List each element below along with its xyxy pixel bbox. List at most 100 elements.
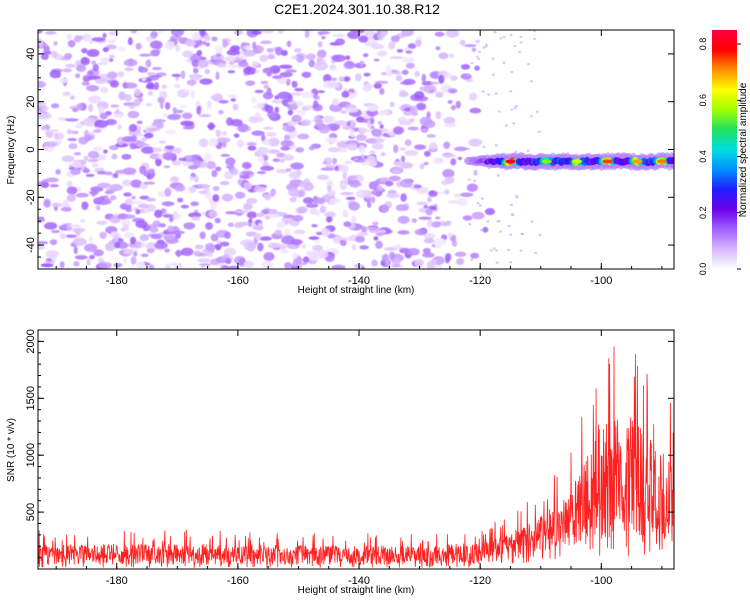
noise-blob	[348, 175, 358, 180]
noise-blob	[164, 40, 176, 50]
noise-blob	[462, 215, 473, 221]
noise-blob	[438, 74, 445, 84]
noise-blob	[135, 220, 148, 229]
noise-blob	[206, 161, 216, 170]
noise-blob	[276, 221, 286, 229]
noise-blob	[112, 113, 125, 118]
noise-blob	[285, 168, 292, 172]
noise-blob	[66, 193, 76, 202]
noise-blob	[274, 106, 279, 114]
noise-blob	[513, 106, 517, 110]
noise-blob	[127, 37, 133, 46]
noise-blob	[375, 138, 385, 144]
noise-blob	[254, 69, 260, 74]
noise-blob	[331, 98, 340, 106]
noise-blob	[72, 237, 87, 247]
noise-blob	[359, 245, 369, 250]
noise-blob	[457, 156, 463, 160]
noise-blob	[60, 233, 66, 240]
noise-blob	[389, 102, 395, 108]
noise-blob	[137, 203, 150, 209]
noise-blob	[413, 184, 422, 189]
noise-blob	[379, 87, 385, 95]
noise-blob	[285, 228, 290, 235]
noise-blob	[103, 149, 108, 154]
noise-blob	[301, 243, 306, 249]
noise-blob	[164, 187, 172, 197]
noise-blob	[535, 110, 539, 113]
noise-blob	[295, 53, 305, 63]
noise-blob	[283, 154, 295, 161]
noise-blob	[40, 182, 50, 189]
noise-blob	[477, 57, 481, 61]
noise-blob	[143, 181, 156, 185]
noise-blob	[473, 179, 477, 183]
noise-blob	[45, 30, 57, 35]
y-tick-label: 2000	[25, 329, 37, 353]
noise-blob	[471, 211, 485, 220]
noise-blob	[233, 222, 245, 229]
noise-blob	[351, 215, 357, 224]
noise-blob	[121, 153, 132, 160]
noise-blob	[41, 263, 54, 268]
noise-blob	[242, 45, 252, 50]
noise-blob	[303, 183, 314, 192]
noise-blob	[59, 261, 65, 269]
noise-blob	[445, 30, 460, 38]
noise-blob	[86, 48, 100, 57]
noise-blob	[190, 201, 199, 207]
snr-ylabel: SNR (10 * v/v)	[6, 418, 17, 482]
noise-blob	[192, 67, 199, 74]
noise-blob	[243, 66, 257, 75]
noise-blob	[216, 137, 231, 144]
noise-blob	[423, 238, 435, 244]
noise-blob	[414, 70, 420, 77]
noise-blob	[385, 64, 392, 73]
noise-blob	[146, 72, 156, 76]
noise-blob	[341, 90, 350, 98]
noise-blob	[276, 152, 286, 158]
spectrogram-heatmap	[38, 30, 674, 269]
noise-blob	[158, 140, 166, 144]
noise-blob	[183, 89, 189, 93]
noise-blob	[397, 230, 410, 235]
noise-blob	[314, 61, 328, 71]
noise-blob	[88, 40, 93, 44]
noise-blob	[526, 149, 530, 153]
noise-blob	[349, 119, 355, 128]
noise-blob	[308, 236, 320, 240]
noise-blob	[419, 163, 425, 170]
noise-blob	[456, 258, 465, 266]
y-tick-label: 1500	[25, 386, 37, 410]
noise-blob	[416, 186, 429, 194]
noise-blob	[125, 207, 133, 213]
colorbar-tick-label: 0.8	[698, 38, 708, 51]
noise-blob	[46, 258, 52, 262]
noise-blob	[498, 230, 502, 233]
page-title: C2E1.2024.301.10.38.R12	[274, 1, 440, 17]
noise-blob	[426, 219, 433, 228]
noise-blob	[197, 59, 209, 68]
noise-blob	[422, 252, 435, 258]
noise-blob	[254, 112, 262, 119]
noise-blob	[377, 120, 382, 125]
noise-blob	[176, 249, 181, 258]
noise-blob	[415, 102, 427, 111]
noise-blob	[373, 83, 382, 89]
noise-blob	[190, 73, 201, 82]
noise-blob	[331, 264, 346, 269]
noise-blob	[385, 180, 394, 187]
noise-blob	[146, 36, 152, 42]
noise-blob	[239, 174, 250, 179]
noise-blob	[455, 100, 461, 109]
noise-blob	[343, 61, 356, 70]
noise-blob	[175, 76, 180, 81]
noise-blob	[414, 91, 425, 99]
noise-blob	[196, 39, 203, 46]
noise-blob	[380, 152, 386, 157]
noise-blob	[66, 129, 73, 135]
noise-blob	[104, 190, 115, 195]
noise-blob	[497, 110, 501, 113]
signal-peak	[541, 159, 552, 164]
noise-blob	[358, 127, 368, 134]
